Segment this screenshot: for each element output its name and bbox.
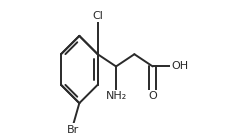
Text: Cl: Cl: [92, 11, 103, 21]
Text: O: O: [148, 91, 157, 101]
Text: OH: OH: [171, 61, 188, 71]
Text: Br: Br: [67, 125, 79, 135]
Text: NH₂: NH₂: [105, 91, 127, 101]
